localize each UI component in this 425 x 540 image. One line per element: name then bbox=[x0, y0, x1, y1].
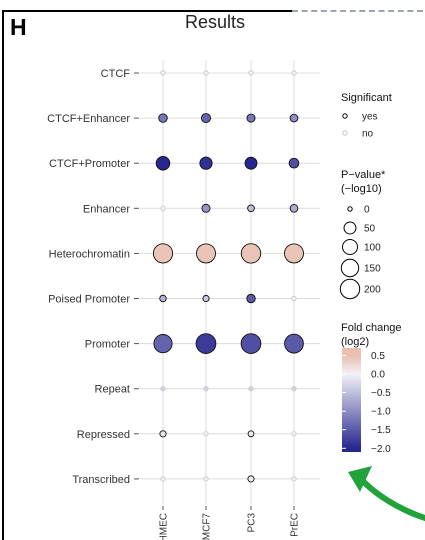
legend-foldchange-title-line2: (log2) bbox=[341, 336, 369, 348]
legend-pvalue-label-200: 200 bbox=[364, 285, 381, 296]
y-tick-heterochromatin: Heterochromatin bbox=[49, 248, 130, 260]
point-heterochromatin-prec bbox=[284, 243, 304, 264]
point-poised-promoter-prec bbox=[291, 295, 297, 302]
legend-pvalue-label-50: 50 bbox=[364, 224, 376, 235]
panel-frame-top bbox=[2, 10, 292, 12]
point-poised-promoter-pc3 bbox=[246, 293, 256, 304]
point-ctcf-pc3 bbox=[248, 70, 254, 76]
x-tick-pc3: PC3 bbox=[247, 513, 258, 533]
point-ctcf-enhancer-mcf7 bbox=[200, 113, 212, 124]
point-repeat-mcf7 bbox=[203, 386, 209, 392]
legend-foldchange-label-4: −1.5 bbox=[371, 425, 391, 436]
point-heterochromatin-hmec bbox=[152, 243, 174, 264]
point-promoter-prec bbox=[284, 333, 304, 354]
legend-pvalue-title-line2: (−log10) bbox=[341, 183, 382, 195]
point-repressed-mcf7 bbox=[203, 431, 209, 437]
y-tick-ctcf-enhancer: CTCF+Enhancer bbox=[47, 113, 130, 125]
y-tick-labels: CTCF CTCF+Enhancer CTCF+Promoter Enhancer He… bbox=[47, 68, 139, 486]
grid-layer bbox=[140, 60, 320, 505]
x-tick-labels: HMEC MCF7 PC3 PrEC bbox=[159, 506, 301, 540]
point-repeat-hmec bbox=[160, 386, 166, 392]
legend-foldchange-label-0: 0.5 bbox=[371, 351, 385, 362]
legend-pvalue-label-0: 0 bbox=[364, 205, 370, 216]
data-points bbox=[152, 70, 304, 483]
point-ctcf-hmec bbox=[160, 70, 166, 76]
x-tick-hmec: HMEC bbox=[159, 513, 170, 540]
panel-frame-top-dashed bbox=[292, 10, 423, 12]
legend-pvalue-key-100 bbox=[342, 239, 358, 255]
point-ctcf-promoter-pc3 bbox=[244, 156, 258, 170]
point-ctcf-promoter-hmec bbox=[155, 155, 171, 171]
point-poised-promoter-hmec bbox=[159, 294, 167, 303]
legend-significant-no-key bbox=[342, 130, 348, 136]
point-repeat-prec bbox=[291, 386, 297, 392]
legend-foldchange-labels: 0.5 0.0 −0.5 −1.0 −1.5 −2.0 bbox=[342, 351, 391, 455]
legend-pvalue-key-50 bbox=[343, 221, 357, 235]
point-poised-promoter-mcf7 bbox=[202, 294, 210, 303]
point-transcribed-pc3 bbox=[247, 475, 255, 483]
point-enhancer-prec bbox=[289, 203, 299, 213]
point-transcribed-mcf7 bbox=[203, 476, 209, 482]
point-ctcf-promoter-mcf7 bbox=[199, 156, 213, 170]
legend-significant-title: Significant bbox=[341, 92, 392, 104]
point-ctcf-promoter-prec bbox=[288, 157, 300, 169]
point-enhancer-hmec bbox=[160, 205, 166, 211]
point-transcribed-prec bbox=[291, 476, 297, 482]
y-tick-ctcf: CTCF bbox=[101, 68, 131, 80]
legend-pvalue-sizes: 0 50 100 150 200 bbox=[339, 205, 381, 300]
point-enhancer-mcf7 bbox=[201, 203, 211, 213]
legend-pvalue-key-0 bbox=[347, 206, 353, 212]
point-repressed-hmec bbox=[159, 430, 167, 438]
legend-significant-yes-key bbox=[342, 113, 348, 119]
legend-foldchange-colorbar bbox=[342, 348, 361, 452]
point-promoter-hmec bbox=[153, 334, 173, 354]
legend: Significant yes no P−value* (−log10) 0 50… bbox=[339, 92, 402, 455]
legend-foldchange-label-2: −0.5 bbox=[371, 388, 391, 399]
legend-foldchange-label-5: −2.0 bbox=[371, 444, 391, 455]
point-heterochromatin-mcf7 bbox=[196, 243, 216, 264]
y-tick-repeat: Repeat bbox=[95, 384, 130, 396]
y-tick-ctcf-promoter: CTCF+Promoter bbox=[49, 158, 130, 170]
x-tick-mcf7: MCF7 bbox=[202, 513, 213, 540]
y-tick-transcribed: Transcribed bbox=[72, 474, 130, 486]
legend-foldchange-label-3: −1.0 bbox=[371, 407, 391, 418]
point-ctcf-enhancer-hmec bbox=[158, 113, 168, 123]
point-ctcf-enhancer-pc3 bbox=[246, 113, 256, 123]
legend-pvalue-key-200 bbox=[339, 278, 361, 300]
point-heterochromatin-pc3 bbox=[240, 243, 262, 264]
point-repeat-pc3 bbox=[248, 386, 254, 392]
panel-letter: H bbox=[10, 14, 27, 40]
legend-pvalue-key-150 bbox=[340, 258, 360, 278]
point-transcribed-hmec bbox=[160, 476, 166, 482]
y-tick-repressed: Repressed bbox=[77, 429, 130, 441]
point-promoter-mcf7 bbox=[195, 333, 217, 354]
legend-pvalue-title-line1: P−value* bbox=[341, 169, 386, 181]
panel-frame-left bbox=[2, 10, 4, 540]
x-tick-prec: PrEC bbox=[290, 513, 301, 537]
legend-pvalue-label-150: 150 bbox=[364, 264, 381, 275]
chart-title: Results bbox=[184, 12, 246, 32]
point-enhancer-pc3 bbox=[247, 204, 255, 213]
legend-foldchange-label-1: 0.0 bbox=[371, 370, 385, 381]
green-arrow-icon bbox=[348, 466, 425, 522]
legend-foldchange-title-line1: Fold change bbox=[341, 322, 402, 334]
y-tick-promoter: Promoter bbox=[85, 339, 131, 351]
point-repressed-prec bbox=[291, 431, 297, 437]
legend-significant-yes-label: yes bbox=[362, 112, 378, 123]
legend-significant-no-label: no bbox=[362, 129, 374, 140]
point-ctcf-prec bbox=[291, 70, 297, 76]
point-repressed-pc3 bbox=[247, 430, 255, 438]
point-promoter-pc3 bbox=[240, 333, 262, 354]
point-ctcf-mcf7 bbox=[203, 70, 209, 76]
point-ctcf-enhancer-prec bbox=[289, 113, 299, 123]
y-tick-enhancer: Enhancer bbox=[83, 203, 130, 215]
y-tick-poised-promoter: Poised Promoter bbox=[48, 294, 130, 306]
legend-pvalue-label-100: 100 bbox=[364, 243, 381, 254]
